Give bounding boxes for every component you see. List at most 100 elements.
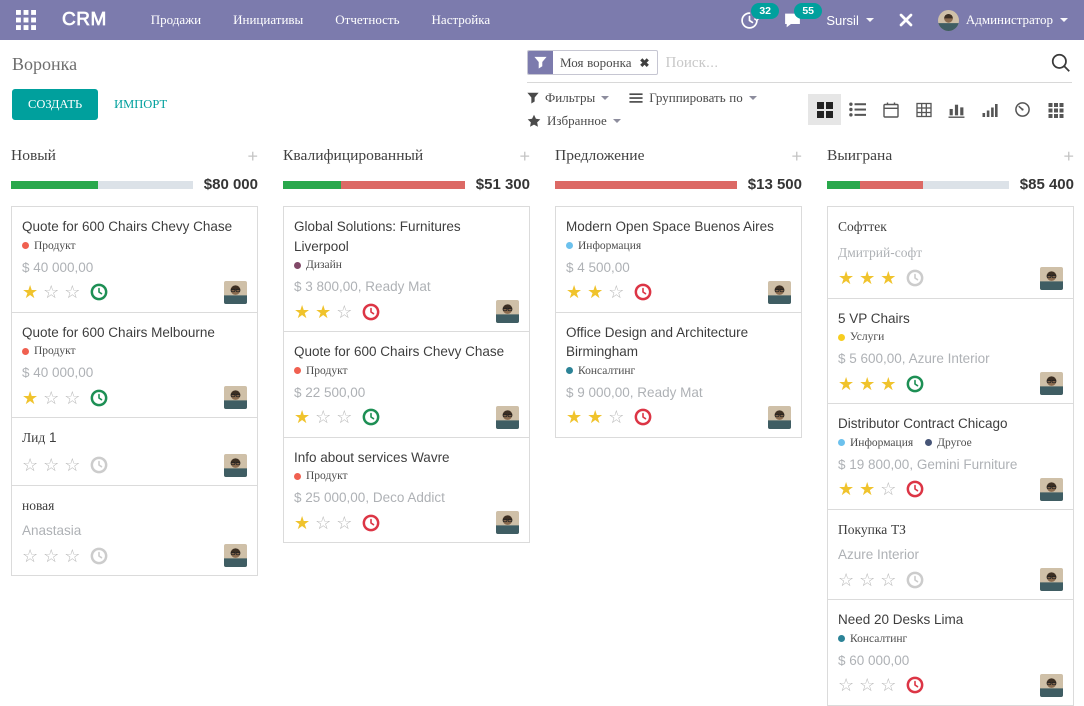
import-button[interactable]: ИМПОРТ [114,97,168,111]
activity-clock-button[interactable]: 32 [740,2,780,30]
column-progressbar[interactable] [827,180,1009,189]
filter-menu-favorite-star-icon[interactable]: Избранное [527,113,621,129]
priority-star-icon[interactable]: ★ [566,407,583,428]
filter-menu-group-by-icon[interactable]: Группировать по [629,90,757,106]
priority-star-icon[interactable]: ★ [315,301,332,322]
activity-clock-icon[interactable] [362,514,380,532]
view-switch-graph-icon[interactable] [940,94,973,125]
filter-menu-filter-funnel-icon[interactable]: Фильтры [527,90,610,106]
progress-segment-green[interactable] [11,180,99,189]
view-switch-calendar-icon[interactable] [874,94,907,125]
nav-menu-item[interactable]: Отчетность [335,12,400,27]
priority-star-icon[interactable]: ☆ [22,545,39,566]
priority-star-icon[interactable]: ★ [838,268,855,289]
progress-segment-red[interactable] [859,180,924,189]
progress-segment-muted[interactable] [923,180,1009,189]
priority-star-icon[interactable]: ★ [294,512,311,533]
kanban-card[interactable]: Need 20 Desks Lima Консалтинг $ 60 000,00 ☆… [827,599,1074,706]
priority-star-icon[interactable]: ★ [859,479,876,500]
view-switch-pivot-icon[interactable] [907,94,940,125]
kanban-card[interactable]: Info about services Wavre Продукт $ 25 000… [283,436,530,544]
priority-star-icon[interactable]: ★ [880,373,897,394]
activity-clock-icon[interactable] [90,456,108,474]
priority-star-icon[interactable]: ☆ [22,455,39,476]
priority-star-icon[interactable]: ☆ [336,407,353,428]
kanban-card[interactable]: Quote for 600 Chairs Chevy Chase Продукт $… [11,206,258,313]
kanban-card[interactable]: Global Solutions: Furnitures Liverpool Ди… [283,206,530,333]
priority-star-icon[interactable]: ★ [22,282,39,303]
priority-star-icon[interactable]: ☆ [64,455,81,476]
kanban-card[interactable]: Office Design and Architecture Birmingha… [555,311,802,438]
priority-star-icon[interactable]: ☆ [315,512,332,533]
priority-star-icon[interactable]: ★ [838,479,855,500]
progress-segment-green[interactable] [283,180,342,189]
activity-clock-icon[interactable] [906,269,924,287]
progress-segment-red[interactable] [341,180,465,189]
priority-star-icon[interactable]: ☆ [838,675,855,696]
apps-menu-icon[interactable] [16,10,36,30]
priority-star-icon[interactable]: ☆ [880,675,897,696]
activity-clock-icon[interactable] [634,283,652,301]
activity-clock-icon[interactable] [90,547,108,565]
activity-clock-icon[interactable] [906,676,924,694]
priority-star-icon[interactable]: ★ [294,407,311,428]
priority-star-icon[interactable]: ☆ [336,301,353,322]
priority-star-icon[interactable]: ★ [587,407,604,428]
priority-star-icon[interactable]: ☆ [64,282,81,303]
priority-star-icon[interactable]: ☆ [43,387,60,408]
view-switch-list-icon[interactable] [841,94,874,125]
app-title[interactable]: CRM [62,9,107,30]
activity-clock-icon[interactable] [90,389,108,407]
column-progressbar[interactable] [555,180,737,189]
kanban-card[interactable]: Quote for 600 Chairs Melbourne Продукт $ 4… [11,311,258,419]
priority-star-icon[interactable]: ☆ [608,407,625,428]
developer-tools-button[interactable] [898,12,914,28]
view-switch-grid-icon[interactable] [1039,94,1072,125]
priority-star-icon[interactable]: ☆ [880,569,897,590]
progress-segment-muted[interactable] [98,180,193,189]
priority-star-icon[interactable]: ☆ [859,675,876,696]
priority-star-icon[interactable]: ★ [838,373,855,394]
activity-clock-icon[interactable] [906,480,924,498]
priority-star-icon[interactable]: ★ [880,268,897,289]
column-progressbar[interactable] [11,180,193,189]
column-progressbar[interactable] [283,180,465,189]
priority-star-icon[interactable]: ☆ [608,282,625,303]
priority-star-icon[interactable]: ★ [587,282,604,303]
view-switch-kanban-icon[interactable] [808,94,841,125]
kanban-card[interactable]: Лид 1 ☆ ☆ ☆ [11,417,258,486]
nav-menu-item[interactable]: Продажи [150,12,202,27]
company-switcher[interactable]: Sursil [826,13,874,28]
search-input[interactable] [657,52,1050,73]
progress-segment-green[interactable] [827,180,860,189]
priority-star-icon[interactable]: ★ [294,301,311,322]
add-record-icon[interactable]: + [519,146,530,166]
messages-button[interactable]: 55 [783,2,823,30]
add-record-icon[interactable]: + [1063,146,1074,166]
priority-star-icon[interactable]: ★ [859,268,876,289]
nav-menu-item[interactable]: Инициативы [233,12,304,27]
priority-star-icon[interactable]: ☆ [64,545,81,566]
priority-star-icon[interactable]: ☆ [64,387,81,408]
priority-star-icon[interactable]: ☆ [43,545,60,566]
activity-clock-icon[interactable] [906,571,924,589]
priority-star-icon[interactable]: ☆ [336,512,353,533]
progress-segment-red[interactable] [555,180,737,189]
kanban-card[interactable]: Modern Open Space Buenos Aires Информация… [555,206,802,313]
priority-star-icon[interactable]: ☆ [43,455,60,476]
view-switch-dashboard-icon[interactable] [1006,94,1039,125]
add-record-icon[interactable]: + [247,146,258,166]
priority-star-icon[interactable]: ★ [566,282,583,303]
remove-facet-icon[interactable]: ✖ [639,55,650,70]
user-menu[interactable]: Администратор [937,9,1068,31]
activity-clock-icon[interactable] [362,408,380,426]
kanban-card[interactable]: Distributor Contract Chicago Информация Др… [827,403,1074,510]
priority-star-icon[interactable]: ☆ [315,407,332,428]
kanban-card[interactable]: 5 VP Chairs Услуги $ 5 600,00, Azure Inter… [827,297,1074,405]
priority-star-icon[interactable]: ☆ [859,569,876,590]
priority-star-icon[interactable]: ☆ [43,282,60,303]
create-button[interactable]: СОЗДАТЬ [12,89,99,120]
add-record-icon[interactable]: + [791,146,802,166]
kanban-card[interactable]: Quote for 600 Chairs Chevy Chase Продукт $… [283,331,530,438]
kanban-card[interactable]: Покупка ТЗ Azure Interior ☆ ☆ ☆ [827,508,1074,601]
